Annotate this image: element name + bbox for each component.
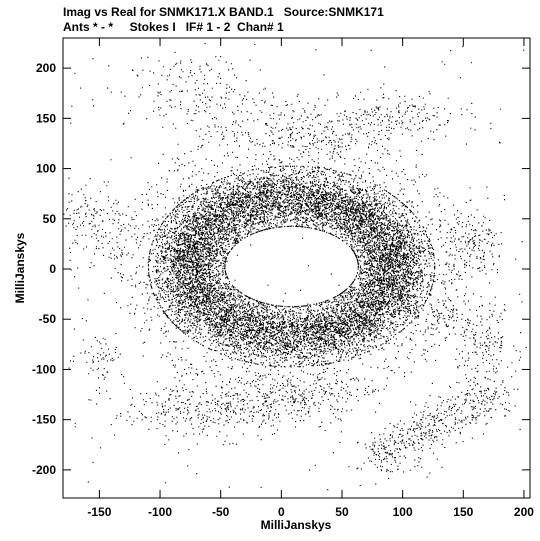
y-tick-label: 100	[36, 162, 56, 176]
y-tick-label: -200	[32, 463, 56, 477]
y-tick-label: -150	[32, 413, 56, 427]
y-axis-label: MilliJanskys	[13, 232, 27, 303]
y-axis: -200 -150 -100 -50 0 50 100 150 200	[32, 61, 530, 477]
x-tick-label: 150	[453, 505, 473, 519]
x-tick-label: -50	[212, 505, 230, 519]
x-tick-label: 200	[514, 505, 534, 519]
y-tick-label: 50	[43, 212, 57, 226]
x-tick-label: 0	[278, 505, 285, 519]
y-tick-label: 0	[49, 262, 56, 276]
y-tick-label: -50	[39, 312, 57, 326]
plot-title-line-1: Imag vs Real for SNMK171.X BAND.1 Source…	[63, 5, 384, 19]
scatter-point-cloud	[63, 43, 527, 491]
x-axis-label: MilliJanskys	[261, 518, 332, 532]
y-tick-label: 200	[36, 61, 56, 75]
plot-title-line-2: Ants * - * Stokes I IF# 1 - 2 Chan# 1	[63, 20, 284, 34]
scatter-points	[63, 43, 527, 491]
x-axis: -150 -100 -50 0 50 100 150 200	[87, 38, 534, 519]
x-tick-label: 100	[393, 505, 413, 519]
plot-frame	[62, 37, 531, 499]
y-tick-label: -100	[32, 362, 56, 376]
x-tick-label: 50	[335, 505, 349, 519]
y-tick-label: 150	[36, 111, 56, 125]
x-tick-label: -150	[87, 505, 111, 519]
x-tick-label: -100	[148, 505, 172, 519]
